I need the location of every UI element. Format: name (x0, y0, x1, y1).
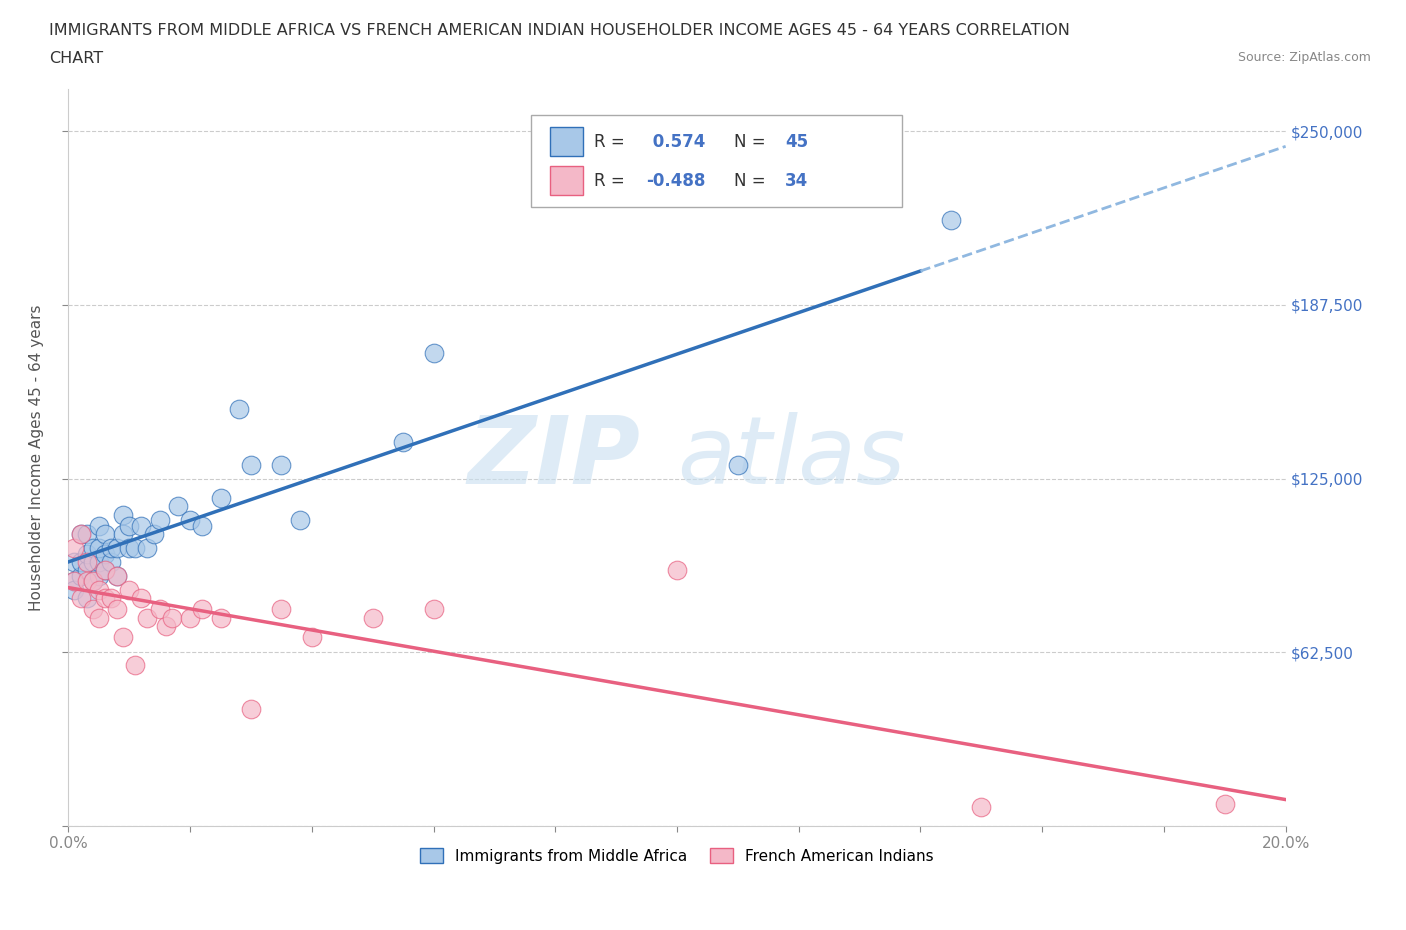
Point (94, 591, 117, 605)
Point (666, 563, 689, 578)
Text: ZIP: ZIP (468, 412, 641, 504)
Text: R =: R = (595, 133, 630, 151)
Point (361, 610, 384, 625)
Point (131, 591, 153, 605)
Point (422, 602, 444, 617)
Text: N =: N = (734, 133, 770, 151)
Point (100, 540, 122, 555)
Point (118, 582, 141, 597)
Point (124, 540, 146, 555)
Point (87, 582, 110, 597)
Point (191, 518, 214, 533)
Point (422, 346, 444, 361)
Point (87, 554, 110, 569)
Point (94, 563, 117, 578)
Point (76, 546, 98, 561)
Point (155, 618, 177, 633)
Point (76, 591, 98, 605)
Text: R =: R = (595, 172, 630, 190)
Point (69, 526, 91, 541)
Point (76, 574, 98, 589)
Point (1213, 796, 1236, 811)
Point (118, 518, 141, 533)
Point (179, 512, 201, 527)
Point (87, 568, 110, 583)
Point (131, 518, 153, 533)
Point (136, 610, 159, 625)
Point (112, 630, 135, 644)
Text: Source: ZipAtlas.com: Source: ZipAtlas.com (1237, 51, 1371, 64)
Point (69, 554, 91, 569)
Point (76, 526, 98, 541)
Point (112, 526, 135, 541)
Point (179, 610, 201, 625)
Point (239, 458, 262, 472)
Point (105, 568, 128, 583)
Point (82, 602, 104, 617)
FancyBboxPatch shape (550, 166, 583, 195)
Point (94, 546, 117, 561)
Point (82, 554, 104, 569)
Point (112, 507, 135, 522)
Point (118, 540, 141, 555)
Point (87, 518, 110, 533)
Text: 45: 45 (786, 133, 808, 151)
FancyBboxPatch shape (550, 127, 583, 156)
Point (94, 563, 117, 578)
Point (167, 498, 190, 513)
Point (149, 512, 172, 527)
Point (191, 602, 214, 617)
Point (392, 435, 415, 450)
Point (76, 563, 98, 578)
Point (939, 213, 962, 228)
Point (94, 526, 117, 541)
Point (105, 568, 128, 583)
Legend: Immigrants from Middle Africa, French American Indians: Immigrants from Middle Africa, French Am… (413, 842, 941, 870)
Text: CHART: CHART (49, 51, 103, 66)
Text: 34: 34 (786, 172, 808, 190)
Point (76, 554, 98, 569)
Point (136, 540, 159, 555)
Point (105, 602, 128, 617)
Point (124, 658, 146, 672)
Point (727, 458, 749, 472)
Text: atlas: atlas (678, 412, 905, 503)
Point (63, 574, 86, 589)
Point (82, 540, 104, 555)
Point (239, 702, 262, 717)
Point (301, 630, 323, 644)
Point (63, 582, 86, 597)
Point (270, 458, 292, 472)
Point (970, 799, 993, 814)
Text: 0.574: 0.574 (647, 133, 704, 151)
Point (105, 540, 128, 555)
Point (69, 591, 91, 605)
Point (142, 526, 165, 541)
Point (63, 554, 86, 569)
Text: N =: N = (734, 172, 770, 190)
FancyBboxPatch shape (531, 115, 903, 207)
Point (209, 610, 232, 625)
Point (100, 554, 122, 569)
Point (288, 512, 311, 527)
Text: -0.488: -0.488 (647, 172, 706, 190)
Text: IMMIGRANTS FROM MIDDLE AFRICA VS FRENCH AMERICAN INDIAN HOUSEHOLDER INCOME AGES : IMMIGRANTS FROM MIDDLE AFRICA VS FRENCH … (49, 23, 1070, 38)
Point (69, 526, 91, 541)
Point (82, 574, 104, 589)
Point (160, 610, 183, 625)
Point (209, 490, 232, 505)
Point (100, 591, 122, 605)
Point (82, 574, 104, 589)
Point (87, 540, 110, 555)
Point (87, 610, 110, 625)
Point (149, 602, 172, 617)
Point (63, 574, 86, 589)
Point (69, 568, 91, 583)
Point (228, 402, 250, 417)
Point (63, 540, 86, 555)
Y-axis label: Householder Income Ages 45 - 64 years: Householder Income Ages 45 - 64 years (30, 304, 44, 611)
Point (270, 602, 292, 617)
